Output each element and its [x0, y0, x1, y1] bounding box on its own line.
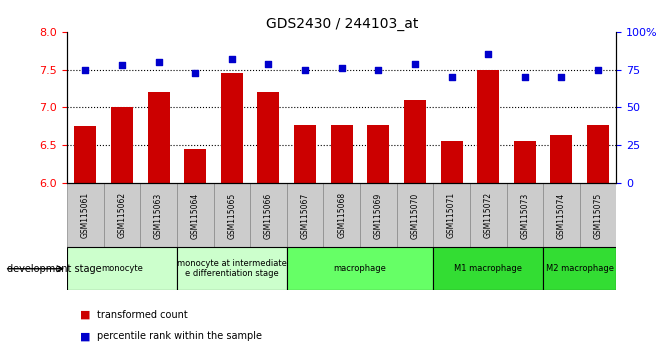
Text: GSM115067: GSM115067 — [301, 192, 310, 239]
Bar — [514, 141, 536, 183]
Bar — [257, 92, 279, 183]
Text: GSM115074: GSM115074 — [557, 192, 566, 239]
Bar — [67, 183, 104, 247]
Text: M2 macrophage: M2 macrophage — [546, 264, 614, 273]
Point — [117, 62, 127, 68]
Bar — [67, 247, 177, 290]
Point — [483, 52, 494, 57]
Bar — [587, 125, 609, 183]
Point — [409, 61, 420, 66]
Bar — [74, 126, 96, 183]
Point — [80, 67, 90, 72]
Bar — [360, 183, 397, 247]
Point — [153, 59, 164, 65]
Text: GSM115066: GSM115066 — [264, 192, 273, 239]
Text: GSM115062: GSM115062 — [117, 192, 127, 239]
Text: GSM115069: GSM115069 — [374, 192, 383, 239]
Bar — [140, 183, 177, 247]
Point — [446, 74, 457, 80]
Bar — [250, 183, 287, 247]
Text: GSM115073: GSM115073 — [521, 192, 529, 239]
Bar — [104, 183, 140, 247]
Point — [190, 70, 200, 75]
Text: GSM115070: GSM115070 — [411, 192, 419, 239]
Bar — [551, 135, 572, 183]
Text: development stage: development stage — [7, 264, 101, 274]
Bar — [177, 183, 214, 247]
Bar — [441, 141, 462, 183]
Bar — [580, 183, 616, 247]
Text: M1 macrophage: M1 macrophage — [454, 264, 522, 273]
Bar — [433, 183, 470, 247]
Text: GSM115071: GSM115071 — [447, 192, 456, 239]
Bar — [221, 73, 243, 183]
Bar — [294, 125, 316, 183]
Bar — [214, 183, 250, 247]
Bar — [433, 247, 543, 290]
Bar — [147, 92, 170, 183]
Title: GDS2430 / 244103_at: GDS2430 / 244103_at — [265, 17, 418, 31]
Bar — [177, 247, 287, 290]
Point — [226, 56, 237, 62]
Point — [593, 67, 604, 72]
Bar — [331, 125, 352, 183]
Text: monocyte at intermediate
e differentiation stage: monocyte at intermediate e differentiati… — [177, 259, 287, 279]
Text: GSM115072: GSM115072 — [484, 192, 492, 239]
Bar — [111, 107, 133, 183]
Text: ■: ■ — [80, 310, 91, 320]
Bar — [404, 100, 426, 183]
Text: transformed count: transformed count — [97, 310, 188, 320]
Text: macrophage: macrophage — [334, 264, 387, 273]
Bar — [287, 247, 433, 290]
Point — [263, 61, 274, 66]
Point — [373, 67, 384, 72]
Bar — [470, 183, 507, 247]
Bar — [543, 183, 580, 247]
Bar — [507, 183, 543, 247]
Bar — [477, 69, 499, 183]
Bar — [543, 247, 616, 290]
Text: GSM115063: GSM115063 — [154, 192, 163, 239]
Text: monocyte: monocyte — [101, 264, 143, 273]
Text: GSM115068: GSM115068 — [337, 192, 346, 239]
Text: percentile rank within the sample: percentile rank within the sample — [97, 331, 262, 341]
Text: GSM115064: GSM115064 — [191, 192, 200, 239]
Bar — [287, 183, 324, 247]
Bar — [397, 183, 433, 247]
Text: GSM115065: GSM115065 — [227, 192, 237, 239]
Point — [336, 65, 347, 71]
Text: GSM115075: GSM115075 — [594, 192, 602, 239]
Text: GSM115061: GSM115061 — [81, 192, 90, 239]
Text: ■: ■ — [80, 331, 91, 341]
Point — [519, 74, 530, 80]
Bar — [324, 183, 360, 247]
Bar — [184, 149, 206, 183]
Point — [556, 74, 567, 80]
Point — [299, 67, 310, 72]
Bar — [367, 125, 389, 183]
